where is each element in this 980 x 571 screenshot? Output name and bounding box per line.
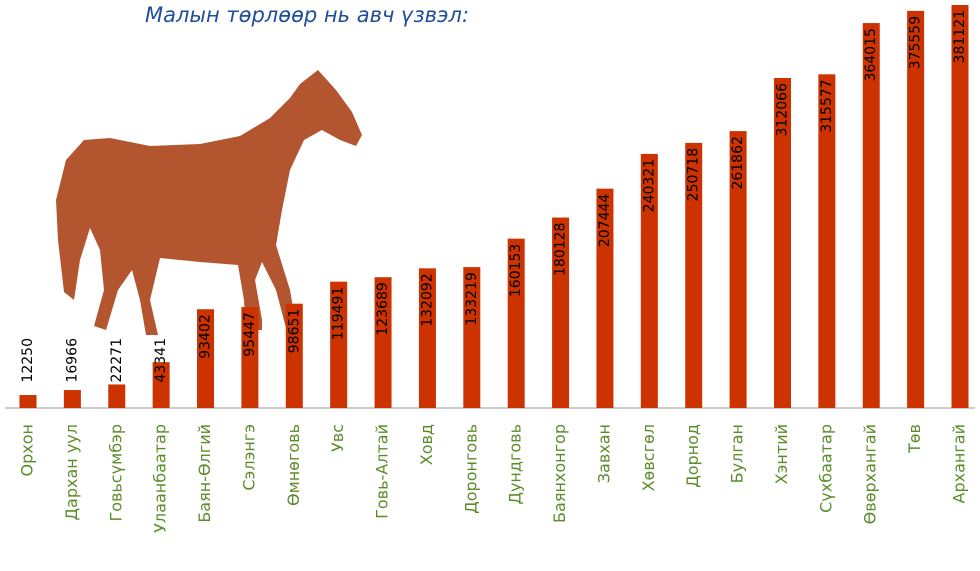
bar [952,5,969,408]
x-tick-label: Увс [328,424,347,452]
x-tick-label: Архангай [950,424,969,503]
bar [108,384,125,408]
x-tick-label: Дархан уул [62,424,81,520]
value-label: 261862 [730,136,746,189]
value-label: 312066 [774,83,790,137]
x-tick-label: Доронговь [461,424,480,514]
x-tick-label: Хөвсгөл [639,424,658,491]
x-tick-label: Улаанбаатар [151,424,170,533]
bar [64,390,81,408]
bar [20,395,37,408]
x-tick-label: Өвөрхангай [861,424,880,524]
value-label: 16966 [64,338,80,383]
value-label: 375559 [908,16,924,69]
value-label: 43341 [153,338,169,383]
value-label: 250718 [686,148,702,201]
x-tick-label: Баян-Өлгий [195,424,214,523]
x-tick-label: Завхан [594,424,613,483]
value-label: 180128 [553,223,569,276]
x-tick-label: Говьсүмбэр [106,424,125,522]
x-tick-label: Ховд [417,424,436,465]
value-label: 240321 [641,159,657,212]
value-label: 207444 [597,194,613,248]
bar [907,11,924,408]
value-label: 364015 [863,28,879,81]
x-tick-label: Хэнтий [772,424,791,484]
x-tick-label: Дорнод [683,424,702,488]
x-tick-label: Сүхбаатар [816,424,835,513]
value-label: 93402 [198,314,214,359]
value-label: 119491 [331,287,347,340]
value-label: 95447 [242,312,258,357]
value-label: 12250 [20,338,36,383]
x-tick-label: Орхон [18,424,37,476]
x-tick-label: Дундговь [506,424,525,505]
value-label: 123689 [375,282,391,335]
value-label: 98651 [286,309,302,354]
x-tick-label: Өмнөговь [284,424,303,506]
x-tick-label: Говь-Алтай [373,424,392,519]
chart: Малын төрлөөр нь авч үзвэл: 12250 Орхон 16… [0,0,980,571]
x-tick-label: Булган [728,424,747,483]
x-tick-label: Төв [905,424,924,454]
value-label: 132092 [419,273,435,326]
value-label: 160153 [508,244,524,297]
value-label: 133219 [464,272,480,325]
x-tick-label: Баянхонгор [550,424,569,523]
chart-title: Малын төрлөөр нь авч үзвэл: [145,3,469,27]
x-tick-label: Сэлэнгэ [239,424,258,491]
value-label: 22271 [109,338,125,383]
value-label: 381121 [952,10,968,63]
value-label: 315577 [819,79,835,132]
horse-silhouette [56,70,362,335]
